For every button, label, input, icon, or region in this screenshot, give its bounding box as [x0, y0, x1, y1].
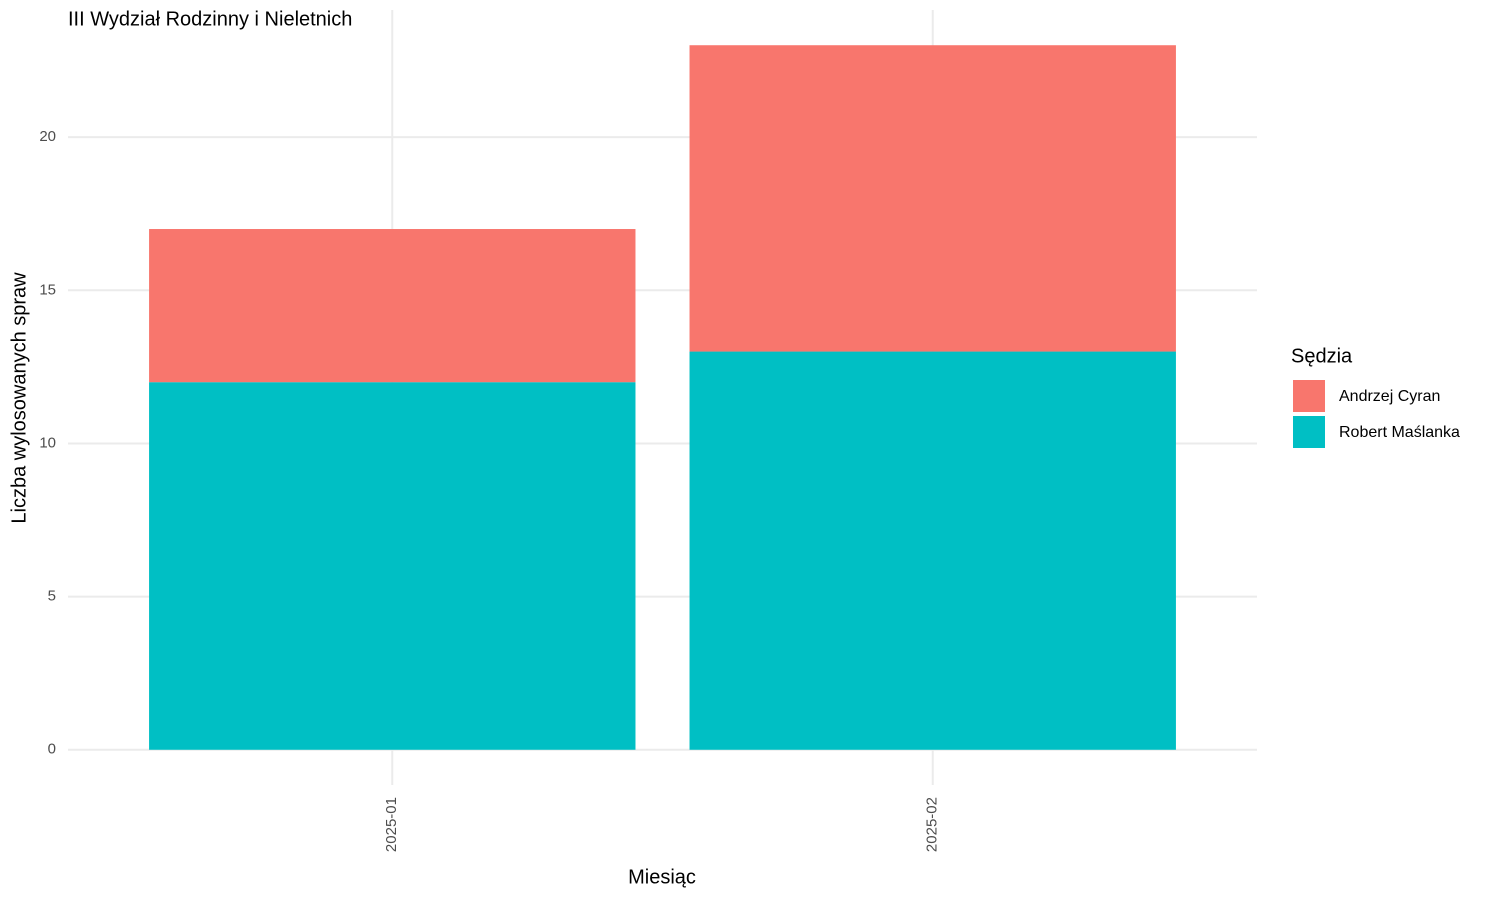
y-tick-label: 10	[39, 434, 56, 451]
x-axis-title: Miesiąc	[628, 866, 696, 888]
bar-segment	[689, 45, 1176, 352]
legend-title: Sędzia	[1291, 345, 1353, 367]
bar-segment	[149, 382, 636, 750]
y-tick-label: 20	[39, 128, 56, 145]
y-tick-label: 15	[39, 281, 56, 298]
legend-key	[1293, 380, 1325, 412]
bar-segment	[689, 351, 1176, 750]
legend-label: Robert Maślanka	[1339, 424, 1460, 441]
legend-label: Andrzej Cyran	[1339, 388, 1440, 405]
x-tick-label: 2025-02	[924, 797, 941, 852]
bar-segment	[149, 229, 636, 383]
y-tick-label: 5	[48, 588, 56, 605]
x-tick-label: 2025-01	[383, 797, 400, 852]
y-axis-title: Liczba wylosowanych spraw	[8, 272, 30, 524]
chart-title: III Wydział Rodzinny i Nieletnich	[68, 8, 352, 30]
y-tick-label: 0	[48, 741, 56, 758]
legend-key	[1293, 416, 1325, 448]
